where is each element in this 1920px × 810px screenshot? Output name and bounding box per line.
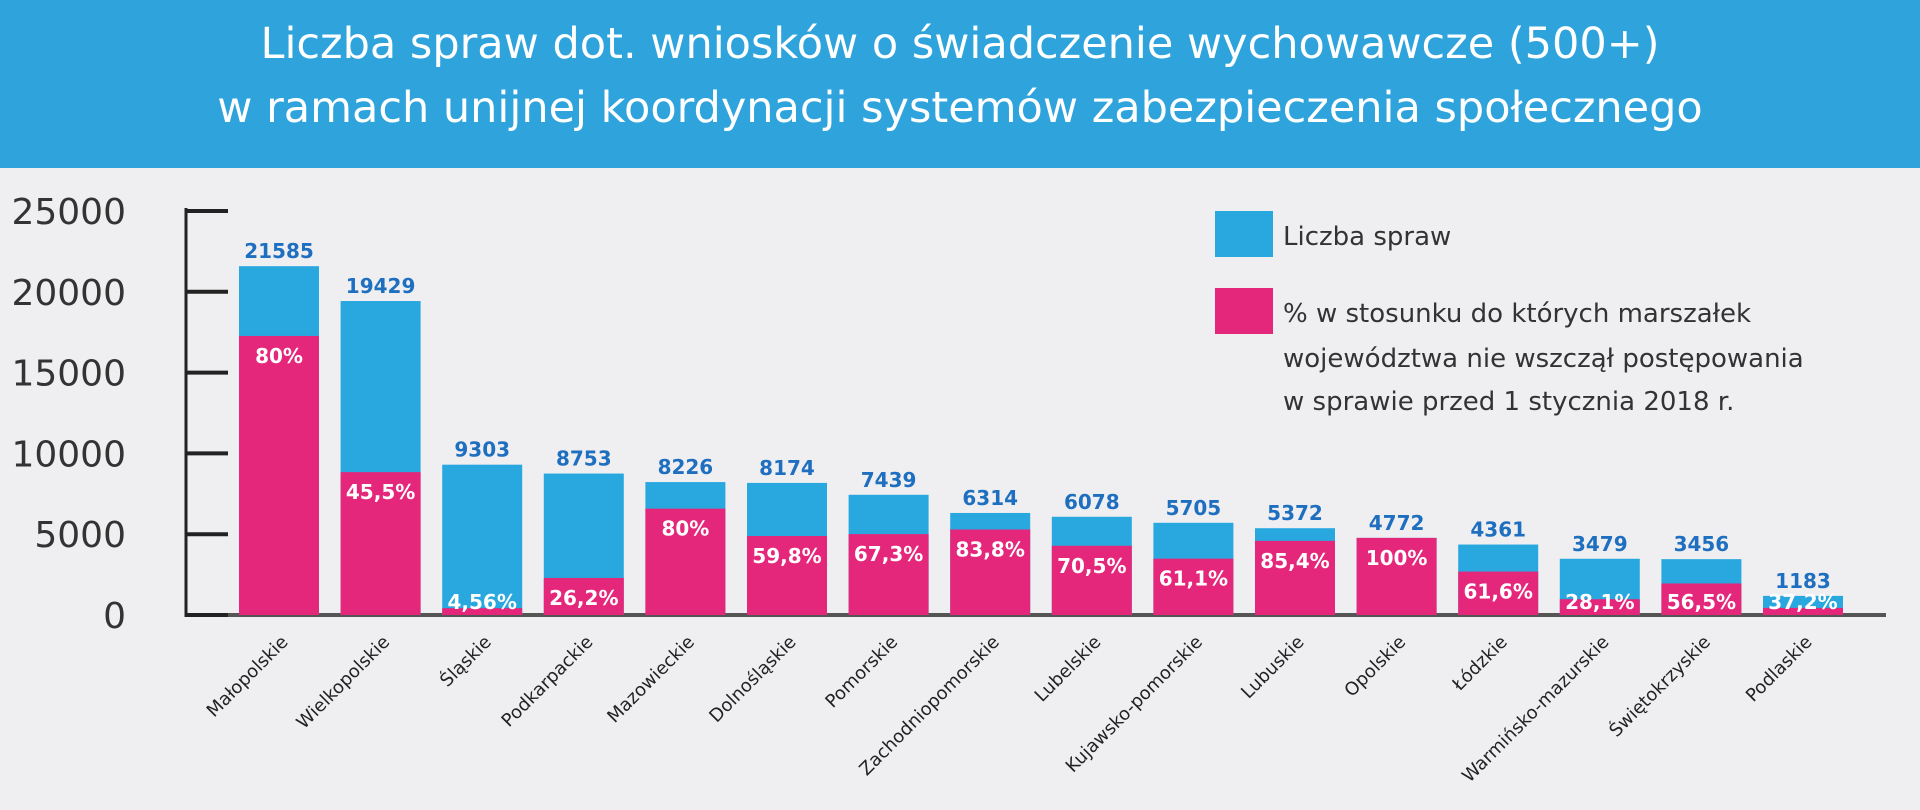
value-label: 8226 [658, 455, 714, 479]
category-label: Świętokrzyskie [1605, 631, 1715, 741]
category-label: Łódzkie [1448, 632, 1512, 696]
legend-swatch-percent [1215, 288, 1273, 334]
category-label: Lubelskie [1031, 632, 1106, 707]
bar-percent [645, 508, 726, 615]
value-label: 7439 [861, 468, 917, 492]
percent-label: 80% [255, 344, 303, 368]
category-label: Pomorskie [821, 632, 902, 713]
value-label: 9303 [454, 438, 510, 462]
value-label: 6078 [1064, 490, 1120, 514]
y-tick-label: 10000 [11, 434, 126, 475]
chart-title: Liczba spraw dot. wniosków o świadczenie… [0, 0, 1920, 168]
bar-percent [1153, 558, 1234, 615]
bar-percent [543, 577, 624, 615]
percent-label: 61,1% [1159, 567, 1228, 591]
category-label: Lubuskie [1237, 632, 1308, 703]
y-tick-label: 5000 [34, 515, 126, 556]
value-label: 8753 [556, 447, 612, 471]
percent-label: 26,2% [549, 586, 618, 610]
value-label: 6314 [962, 486, 1018, 510]
bar-percent [1356, 537, 1437, 615]
legend-swatch-liczba-spraw [1215, 211, 1273, 257]
category-label: Małopolskie [203, 632, 293, 722]
legend-label-percent-line-2: województwa nie wszczął postępowania [1283, 344, 1804, 374]
legend: Liczba spraw % w stosunku do których mar… [1215, 211, 1804, 417]
value-label: 3456 [1674, 532, 1730, 556]
y-tick-label: 0 [103, 596, 126, 637]
y-tick-label: 25000 [11, 192, 126, 233]
value-label: 5372 [1267, 501, 1323, 525]
title-line-2: w ramach unijnej koordynacji systemów za… [217, 83, 1703, 133]
bar-percent [1559, 599, 1640, 615]
bar-percent [747, 536, 827, 615]
value-label: 4772 [1369, 511, 1425, 535]
value-label: 8174 [759, 456, 815, 480]
value-label: 3479 [1572, 532, 1628, 556]
category-label: Wielkopolskie [293, 632, 395, 734]
value-label: 4361 [1470, 518, 1526, 542]
percent-label: 28,1% [1565, 590, 1634, 614]
value-label: 1183 [1775, 569, 1831, 593]
category-label: Opolskie [1340, 632, 1410, 702]
bar-percent [1051, 545, 1132, 615]
percent-label: 83,8% [956, 537, 1025, 561]
percent-label: 61,6% [1464, 580, 1533, 604]
title-line-1: Liczba spraw dot. wniosków o świadczenie… [260, 19, 1660, 69]
percent-label: 59,8% [752, 544, 821, 568]
legend-label-percent-line-3: w sprawie przed 1 stycznia 2018 r. [1283, 387, 1734, 417]
value-label: 21585 [244, 239, 314, 263]
category-label: Mazowieckie [603, 632, 699, 728]
percent-label: 80% [661, 517, 709, 541]
bar-percent [239, 335, 319, 615]
category-label: Dolnośląskie [705, 632, 800, 727]
bar-percent [1255, 540, 1335, 615]
legend-label-liczba-spraw: Liczba spraw [1283, 222, 1451, 252]
percent-label: 85,4% [1260, 549, 1329, 573]
bar-percent [950, 529, 1031, 615]
percent-label: 37,2% [1768, 590, 1837, 614]
value-label: 19429 [346, 274, 416, 298]
percent-label: 70,5% [1057, 554, 1126, 578]
y-tick-label: 20000 [11, 273, 126, 314]
bar-percent [848, 534, 929, 615]
percent-label: 45,5% [346, 480, 415, 504]
category-label: Podlaskie [1742, 632, 1817, 707]
bar-percent [1661, 583, 1742, 615]
bar-percent [340, 472, 421, 615]
category-label: Podkarpackie [498, 632, 598, 732]
percent-label: 56,5% [1667, 590, 1736, 614]
y-tick-label: 15000 [11, 354, 126, 395]
percent-label: 4,56% [448, 590, 517, 614]
percent-label: 100% [1366, 546, 1428, 570]
percent-label: 67,3% [854, 542, 923, 566]
bar-percent [1458, 571, 1539, 615]
value-label: 5705 [1166, 496, 1222, 520]
bar-percent [1763, 607, 1843, 615]
category-label: Śląskie [435, 631, 495, 691]
legend-label-percent-line-1: % w stosunku do których marszałek [1283, 299, 1751, 329]
bar-liczba-spraw [442, 464, 523, 615]
bar-percent [442, 608, 523, 615]
